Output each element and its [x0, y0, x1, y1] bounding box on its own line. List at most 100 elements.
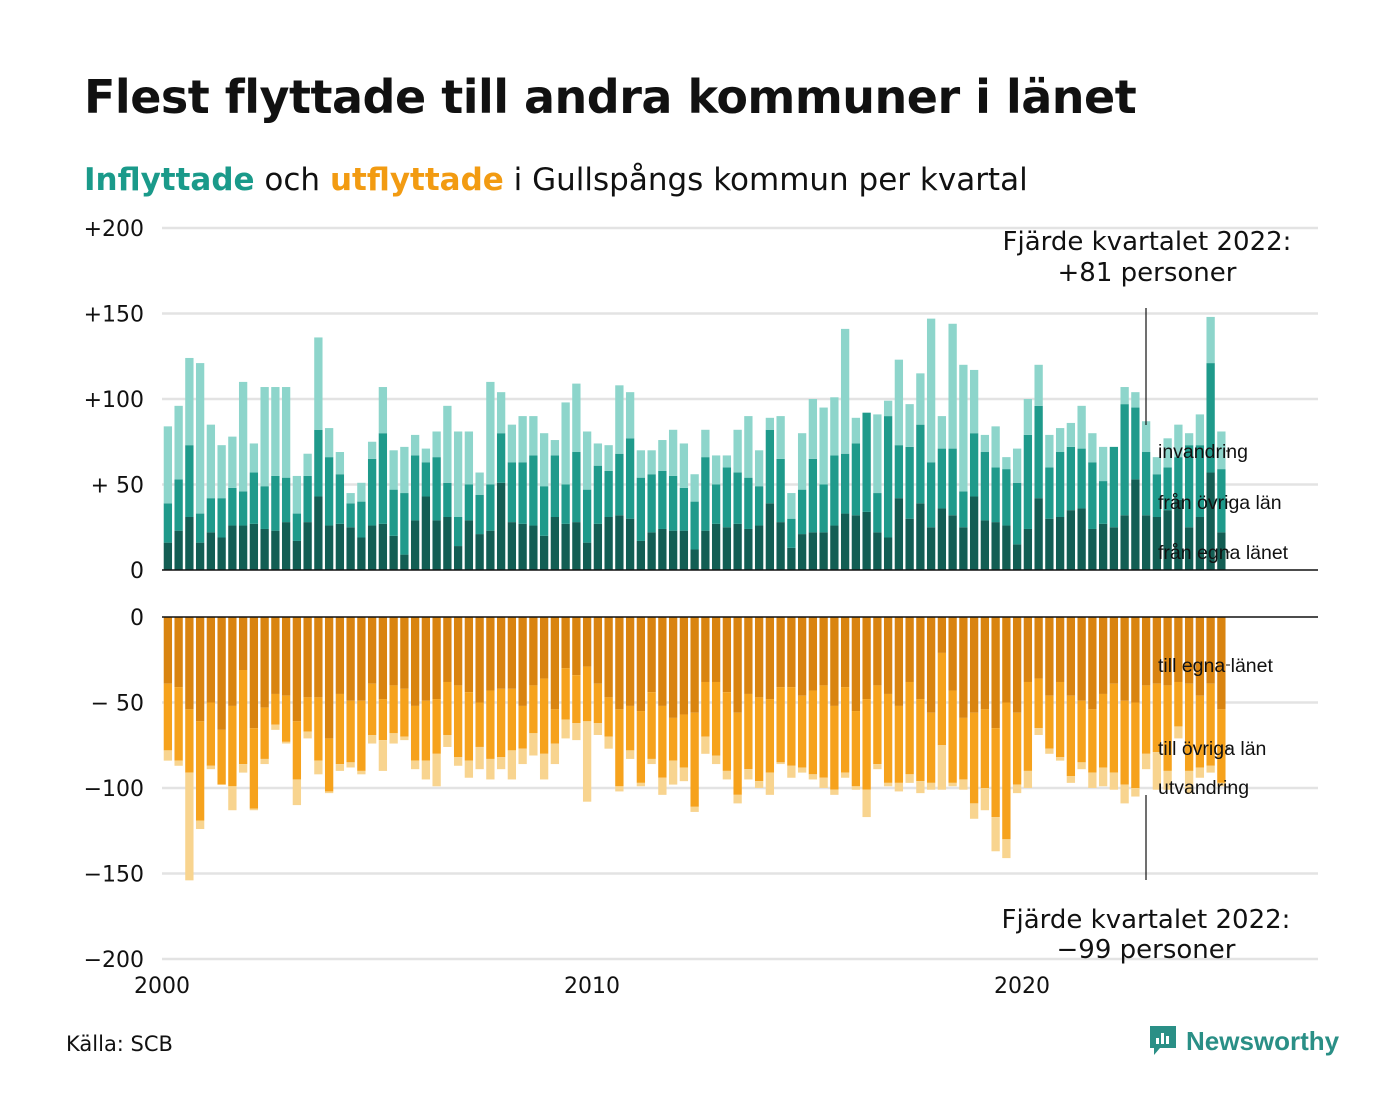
bar-inflow [1109, 527, 1119, 570]
bar-outflow [421, 700, 431, 761]
bar-outflow [1206, 683, 1215, 766]
bar-inflow [1217, 532, 1226, 570]
bar-outflow [303, 731, 312, 739]
bar-inflow [1131, 479, 1140, 570]
bar-outflow [518, 705, 527, 749]
bar-inflow [346, 527, 355, 570]
bar-inflow [894, 445, 904, 499]
bar-outflow [1206, 617, 1215, 684]
bar-inflow [432, 457, 441, 521]
bar-outflow [1088, 617, 1097, 710]
newsworthy-icon [1150, 1026, 1176, 1055]
bar-inflow [937, 416, 947, 449]
bar-inflow [432, 520, 441, 570]
bar-inflow [453, 546, 463, 570]
bar-outflow [808, 690, 818, 775]
bar-outflow [335, 764, 345, 771]
bar-outflow [367, 617, 377, 684]
bar-outflow [561, 719, 570, 739]
bar-outflow [1195, 767, 1205, 778]
bar-inflow [228, 525, 237, 570]
bar-outflow [636, 782, 646, 787]
bar-outflow [625, 705, 635, 751]
bar-inflow [905, 518, 914, 570]
bar-outflow [690, 806, 699, 812]
bar-outflow [765, 699, 775, 773]
bar-outflow [604, 617, 613, 698]
bar-inflow [561, 402, 570, 485]
bar-outflow [486, 690, 495, 759]
bar-inflow [615, 515, 624, 570]
bar-inflow [1002, 525, 1011, 570]
brand-name: Newsworthy [1186, 1025, 1340, 1056]
bar-inflow [453, 516, 463, 547]
bar-inflow [561, 484, 570, 524]
bar-inflow [733, 523, 742, 570]
bar-inflow [1077, 448, 1086, 509]
bar-inflow [765, 503, 775, 570]
bar-inflow [486, 530, 495, 570]
bar-inflow [819, 484, 828, 533]
bar-inflow [948, 323, 957, 449]
bar-outflow [314, 760, 323, 775]
bar-inflow [217, 498, 226, 538]
bar-outflow [529, 733, 538, 756]
bar-outflow [561, 668, 570, 720]
bar-inflow [733, 472, 742, 524]
bar-outflow [475, 617, 484, 703]
layer-label: utvandring [1158, 777, 1249, 799]
bar-inflow [357, 537, 366, 570]
bar-outflow [324, 617, 334, 739]
bar-inflow [249, 443, 259, 473]
gridlines: +200 +150 +100 + 50 0 0 − 50 −100 −150 −200 [84, 217, 1318, 973]
bar-outflow [1141, 685, 1151, 754]
y-tick-label: + 50 [91, 474, 144, 499]
bar-outflow [722, 617, 732, 693]
bar-outflow [1066, 695, 1076, 777]
bar-outflow [797, 617, 807, 696]
bar-inflow [496, 392, 506, 434]
bar-outflow [905, 774, 914, 783]
bar-outflow [346, 617, 355, 701]
bar-inflow [765, 429, 775, 504]
bar-inflow [722, 527, 732, 570]
bar-outflow [1066, 776, 1076, 783]
bar-outflow [625, 617, 635, 706]
bar-inflow [1034, 498, 1043, 570]
bar-outflow [1023, 681, 1033, 771]
y-tick-label: +100 [84, 388, 144, 413]
bar-inflow [529, 525, 538, 570]
bar-inflow [1131, 407, 1140, 480]
bar-outflow [421, 760, 431, 780]
bar-outflow [937, 652, 947, 746]
bar-inflow [647, 450, 656, 475]
bar-outflow [271, 617, 280, 694]
bar-outflow [389, 617, 398, 686]
bar-outflow [615, 709, 624, 787]
bar-outflow [1217, 782, 1226, 787]
bar-outflow [851, 617, 861, 712]
layer-label: till övriga län [1158, 738, 1266, 760]
bar-inflow [1195, 445, 1205, 517]
bar-inflow [582, 489, 592, 543]
bar-outflow [443, 617, 452, 682]
bar-inflow [475, 534, 484, 570]
bar-inflow [195, 363, 205, 514]
bar-inflow [916, 424, 925, 504]
bar-outflow [851, 711, 861, 787]
bar-inflow [238, 381, 248, 492]
bar-outflow [690, 712, 699, 807]
bar-outflow [1012, 712, 1022, 785]
bar-inflow [754, 486, 764, 526]
bar-outflow [1152, 683, 1162, 753]
bar-inflow [1088, 433, 1097, 463]
bar-inflow [959, 527, 968, 570]
bar-inflow [1152, 457, 1162, 475]
bar-outflow [1184, 683, 1194, 771]
bar-outflow [969, 712, 979, 804]
y-tick-label: 0 [130, 559, 144, 584]
bar-inflow [916, 373, 925, 425]
bars [163, 316, 1226, 881]
bar-outflow [410, 705, 420, 761]
bar-inflow [797, 534, 807, 570]
